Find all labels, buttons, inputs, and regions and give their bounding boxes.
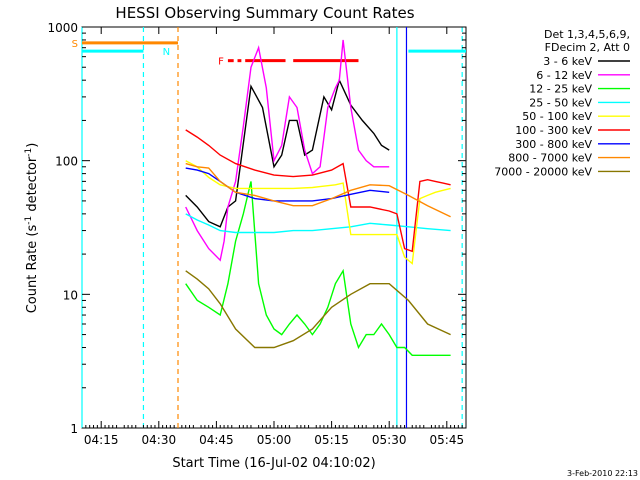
series-line-1 [185,39,390,262]
vertical-markers [81,27,463,428]
x-axis-label: Start Time (16-Jul-02 04:10:02) [172,456,375,471]
flag-label-1: N [163,47,170,58]
legend-label-7: 800 - 7000 keV [508,152,592,165]
x-tick-label: 05:00 [257,433,292,447]
series-line-4 [185,160,451,265]
series-line-8 [185,270,451,349]
flag-label-0: S [72,39,78,50]
legend-title-line2: FDecim 2, Att 0 [545,41,630,54]
legend-label-3: 25 - 50 keV [529,96,592,109]
y-axis-label-exp2: -1 [24,148,34,157]
legend-title-line1: Det 1,3,4,5,6,9, [544,28,630,41]
y-axis-label-end: ) [25,143,40,148]
y-tick-label: 1000 [47,21,78,35]
series-line-7 [185,162,451,218]
y-axis-label-mid: detector [25,156,40,216]
legend-label-2: 12 - 25 keV [529,83,592,96]
x-tick-label: 04:15 [84,433,119,447]
x-axis-ticks: 04:15 04:30 04:45 05:00 05:15 05:30 05:45 [84,27,464,447]
legend-label-8: 7000 - 20000 keV [494,165,592,178]
footer-date: 3-Feb-2010 22:13 [567,469,638,478]
y-tick-label: 1 [70,422,78,436]
series-lines [185,39,451,356]
y-tick-label: 100 [55,155,78,169]
legend-label-4: 50 - 100 keV [522,110,592,123]
series-line-0 [185,78,390,228]
y-axis-label-base: Count Rate (s [25,225,40,314]
flag-bars: S N F [72,39,466,68]
flag-label-2: F [218,57,224,68]
y-axis-label-exp1: -1 [24,216,34,225]
y-axis-label: Count Rate (s-1 detector-1) [24,143,40,314]
series-line-6 [185,167,390,202]
legend: Det 1,3,4,5,6,9, FDecim 2, Att 0 3 - 6 k… [494,28,630,178]
y-tick-label: 10 [63,288,78,302]
series-line-5 [185,129,451,253]
legend-label-0: 3 - 6 keV [543,55,592,68]
legend-label-1: 6 - 12 keV [536,69,592,82]
series-line-2 [185,181,451,356]
x-tick-label: 04:45 [199,433,234,447]
legend-label-6: 300 - 800 keV [515,138,592,151]
chart-title: HESSI Observing Summary Count Rates [115,4,414,22]
x-tick-label: 05:45 [430,433,465,447]
x-tick-label: 05:15 [314,433,349,447]
legend-label-5: 100 - 300 keV [515,124,592,137]
y-axis-ticks: 1 10 100 1000 [47,21,466,436]
x-tick-label: 05:30 [372,433,407,447]
x-tick-label: 04:30 [142,433,177,447]
series-line-3 [185,213,451,234]
